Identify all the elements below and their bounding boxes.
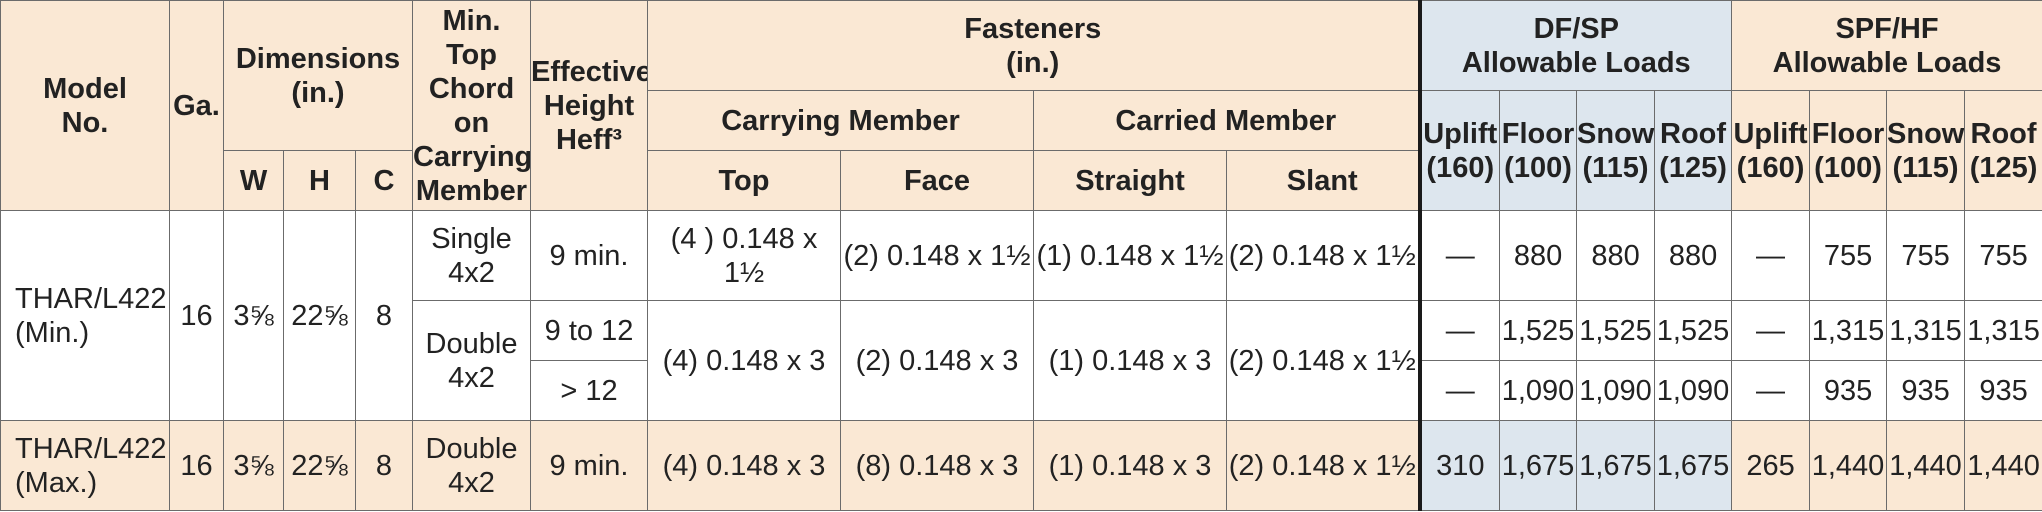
df-floor-cell: 1,675 [1499,420,1578,511]
header-min-top-chord: Min. Top Chord on Carrying Member [412,0,531,211]
spf-roof-cell: 755 [1964,210,2042,301]
straight-cell: (1) 0.148 x 3 [1033,300,1227,421]
straight-cell: (1) 0.148 x 1½ [1033,210,1227,301]
header-spf-uplift: Uplift (160) [1731,90,1811,211]
header-spf-snow: Snow (115) [1886,90,1966,211]
header-spf-roof: Roof (125) [1964,90,2042,211]
slant-cell: (2) 0.148 x 1½ [1225,420,1421,511]
model-cell: THAR/L422 (Min.) [0,210,170,421]
header-carrying-member: Carrying Member [647,90,1034,151]
df-roof-cell: 1,675 [1654,420,1733,511]
header-fasteners: Fasteners (in.) [646,0,1421,91]
gauge-cell: 16 [169,210,224,421]
chord-cell: Single 4x2 [412,210,531,301]
df-snow-cell: 1,525 [1576,300,1656,361]
top-cell: (4) 0.148 x 3 [647,300,841,421]
header-model-no: Model No. [0,0,170,211]
spf-floor-cell: 935 [1809,360,1888,421]
spf-uplift-cell: — [1731,300,1811,361]
table-row: > 12 — 1,090 1,090 1,090 — 935 935 935 [1,360,2042,421]
header-w: W [223,150,284,211]
spf-uplift-cell: — [1731,210,1811,301]
header-df-snow: Snow (115) [1576,90,1656,211]
header-df-floor: Floor (100) [1499,90,1578,211]
spf-roof-cell: 1,315 [1964,300,2042,361]
df-snow-cell: 880 [1576,210,1656,301]
chord-cell: Double 4x2 [412,420,531,511]
heff-cell: 9 to 12 [530,300,648,361]
header-h: H [283,150,356,211]
slant-cell: (2) 0.148 x 1½ [1225,300,1421,421]
df-roof-cell: 880 [1654,210,1733,301]
header-df-uplift: Uplift (160) [1417,90,1501,211]
top-cell: (4) 0.148 x 3 [647,420,841,511]
gauge-cell: 16 [169,420,224,511]
header-df-sp: DF/SP Allowable Loads [1417,0,1733,91]
spf-snow-cell: 1,440 [1886,420,1966,511]
spf-floor-cell: 1,315 [1809,300,1888,361]
df-uplift-cell: — [1417,360,1501,421]
header-spf-floor: Floor (100) [1809,90,1888,211]
table-row: Double 4x2 9 to 12 (4) 0.148 x 3 (2) 0.1… [1,300,2042,421]
header-c: C [355,150,413,211]
table-row: THAR/L422 (Max.) 16 3⅝ 22⅝ 8 Double 4x2 … [0,420,2042,511]
top-cell: (4 ) 0.148 x 1½ [647,210,841,301]
header-df-roof: Roof (125) [1654,90,1733,211]
df-roof-cell: 1,525 [1654,300,1733,361]
spf-roof-cell: 935 [1964,360,2042,421]
df-snow-cell: 1,090 [1576,360,1656,421]
c-cell: 8 [355,420,413,511]
header-effective-height: Effective Height Heff³ [530,0,648,211]
df-uplift-cell: 310 [1417,420,1501,511]
header-slant: Slant [1225,150,1421,211]
header-straight: Straight [1033,150,1227,211]
spf-floor-cell: 755 [1809,210,1888,301]
spf-uplift-cell: — [1731,360,1811,421]
h-cell: 22⅝ [283,210,356,421]
heff-cell: 9 min. [530,420,648,511]
df-snow-cell: 1,675 [1576,420,1656,511]
df-floor-cell: 1,525 [1499,300,1578,361]
w-cell: 3⅝ [223,210,284,421]
spf-uplift-cell: 265 [1731,420,1811,511]
header-dimensions: Dimensions (in.) [223,0,413,151]
heff-cell: 9 min. [530,210,648,301]
header-spf-hf: SPF/HF Allowable Loads [1731,0,2042,91]
spf-snow-cell: 755 [1886,210,1966,301]
spf-snow-cell: 1,315 [1886,300,1966,361]
df-uplift-cell: — [1417,210,1501,301]
df-uplift-cell: — [1417,300,1501,361]
df-floor-cell: 1,090 [1499,360,1578,421]
spf-snow-cell: 935 [1886,360,1966,421]
chord-cell: Double 4x2 [412,300,531,421]
straight-cell: (1) 0.148 x 3 [1033,420,1227,511]
slant-cell: (2) 0.148 x 1½ [1225,210,1421,301]
model-cell: THAR/L422 (Max.) [0,420,170,511]
header-gauge: Ga. [169,0,224,211]
table-row: THAR/L422 (Min.) 16 3⅝ 22⅝ 8 Single 4x2 … [0,210,2042,421]
spf-roof-cell: 1,440 [1964,420,2042,511]
face-cell: (2) 0.148 x 1½ [840,210,1034,301]
df-roof-cell: 1,090 [1654,360,1733,421]
heff-cell: > 12 [530,360,648,421]
c-cell: 8 [355,210,413,421]
df-floor-cell: 880 [1499,210,1578,301]
w-cell: 3⅝ [223,420,284,511]
header-carried-member: Carried Member [1032,90,1421,151]
spf-floor-cell: 1,440 [1809,420,1888,511]
h-cell: 22⅝ [283,420,356,511]
header-top: Top [647,150,841,211]
face-cell: (8) 0.148 x 3 [840,420,1034,511]
face-cell: (2) 0.148 x 3 [840,300,1034,421]
header-face: Face [840,150,1034,211]
